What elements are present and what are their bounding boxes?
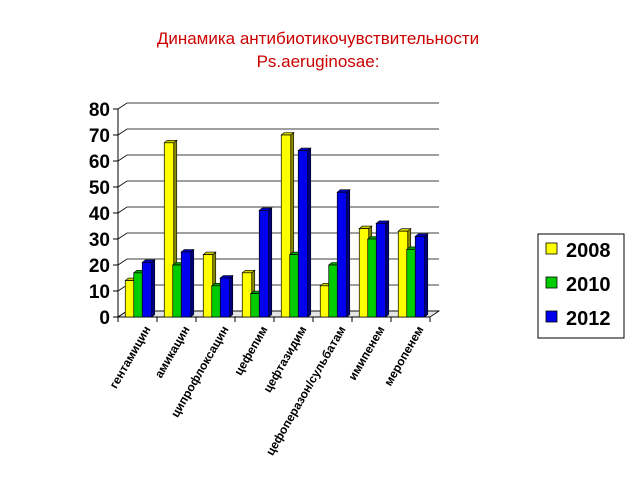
bar-2008-3 bbox=[241, 272, 253, 318]
plot-background bbox=[118, 103, 439, 317]
bar-2012-7 bbox=[414, 236, 426, 318]
bar-2010-3 bbox=[250, 293, 261, 318]
y-tick-label: 40 bbox=[89, 204, 110, 225]
bar-2012-6 bbox=[375, 223, 387, 318]
bar-2008-7 bbox=[397, 230, 409, 318]
chart-title: Динамика антибиотикочувствительности bbox=[157, 29, 479, 48]
bar-2010-4 bbox=[289, 254, 300, 318]
y-tick-label: 70 bbox=[89, 126, 110, 147]
legend-label-2012: 2012 bbox=[566, 308, 611, 330]
x-tick-label: имипенем bbox=[345, 323, 387, 382]
bar-2008-1 bbox=[163, 142, 175, 318]
bar-2012-3 bbox=[258, 210, 270, 318]
bar-2012-0 bbox=[141, 262, 153, 318]
y-tick-label: 60 bbox=[89, 152, 110, 173]
gridline bbox=[117, 128, 439, 136]
bar-2010-0 bbox=[133, 272, 144, 318]
bar-side bbox=[268, 207, 273, 318]
legend-swatch-2012 bbox=[545, 310, 558, 323]
gridline bbox=[117, 102, 439, 110]
bar-2008-4 bbox=[280, 134, 292, 318]
gridline bbox=[117, 206, 439, 214]
y-tick-label: 0 bbox=[99, 308, 110, 329]
bar-2010-2 bbox=[211, 285, 222, 318]
bar-2010-7 bbox=[406, 249, 417, 318]
bar-2012-5 bbox=[336, 191, 348, 318]
bar-side bbox=[151, 259, 156, 318]
y-tick-label: 30 bbox=[89, 230, 110, 251]
gridline bbox=[117, 154, 439, 162]
legend-swatch-2010 bbox=[545, 276, 558, 289]
bar-side bbox=[307, 147, 312, 318]
legend-label-2008: 2008 bbox=[566, 240, 611, 262]
x-tick-label: цефоперазон/сульбатам bbox=[263, 323, 349, 457]
plot-area: 01020304050607080гентамицинамикацинципро… bbox=[89, 100, 441, 458]
x-tick-label: цефепим bbox=[231, 323, 270, 377]
bar-2012-2 bbox=[219, 277, 231, 318]
y-tick-label: 80 bbox=[89, 100, 110, 121]
y-tick-label: 10 bbox=[89, 282, 110, 303]
bar-2008-5 bbox=[319, 285, 331, 318]
bar-side bbox=[190, 248, 195, 318]
bar-2010-1 bbox=[172, 264, 183, 318]
bar-side bbox=[424, 233, 429, 318]
bar-side bbox=[346, 189, 351, 318]
bar-2010-5 bbox=[328, 264, 339, 318]
bar-2008-6 bbox=[358, 228, 370, 318]
x-tick-label: меропенем bbox=[381, 323, 427, 388]
x-tick-label: амикацин bbox=[152, 324, 193, 381]
bar-2008-0 bbox=[124, 280, 136, 318]
legend-swatch-2008 bbox=[545, 242, 558, 255]
bar-2012-1 bbox=[180, 251, 192, 318]
bar-side bbox=[229, 274, 234, 318]
legend-label-2010: 2010 bbox=[566, 274, 611, 296]
bar-2010-6 bbox=[367, 238, 378, 318]
gridline bbox=[117, 258, 439, 266]
legend: 2008 2010 2012 bbox=[537, 233, 625, 339]
gridline bbox=[117, 232, 439, 240]
x-tick-label: гентамицин bbox=[107, 324, 154, 391]
bar-side bbox=[385, 220, 390, 318]
y-tick-label: 20 bbox=[89, 256, 110, 277]
bar-2012-4 bbox=[297, 150, 309, 318]
gridline bbox=[117, 180, 439, 188]
y-tick-label: 50 bbox=[89, 178, 110, 199]
chart-subtitle: Ps.aeruginosae: bbox=[257, 52, 380, 71]
